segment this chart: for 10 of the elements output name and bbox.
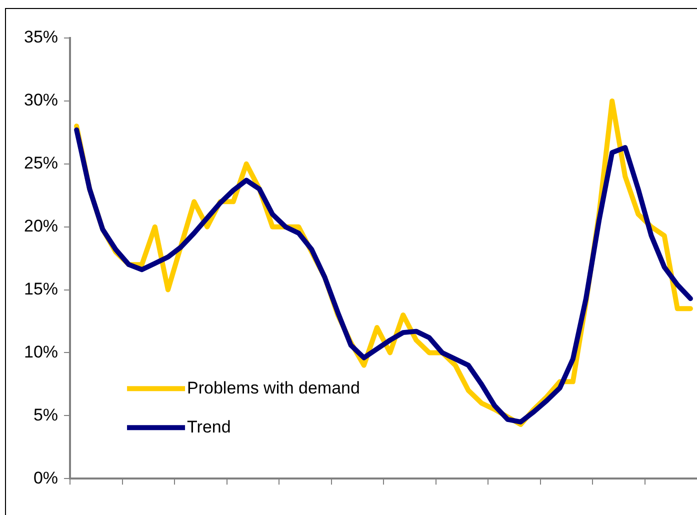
y-tick-label: 35% xyxy=(24,28,58,47)
y-tick-label: 30% xyxy=(24,90,58,110)
legend-label: Problems with demand xyxy=(187,378,360,398)
y-tick-label: 25% xyxy=(24,154,58,173)
y-tick-label: 20% xyxy=(24,216,58,236)
legend-label: Trend xyxy=(187,417,231,436)
y-tick-label: 15% xyxy=(24,279,58,298)
y-tick-label: 5% xyxy=(33,405,58,424)
y-tick-label: 10% xyxy=(24,342,58,362)
y-tick-label: 0% xyxy=(33,468,58,488)
